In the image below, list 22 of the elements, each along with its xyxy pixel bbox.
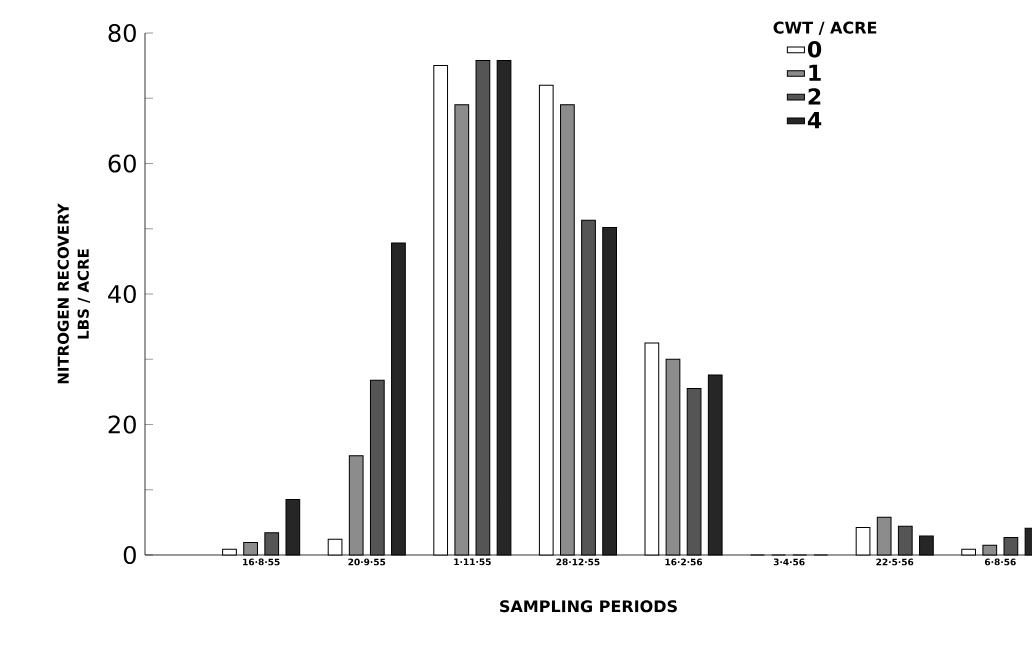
y-tick-label: 80 bbox=[108, 23, 136, 43]
bar bbox=[391, 243, 406, 555]
bar bbox=[602, 227, 617, 555]
x-tick-label: 3·4·56 bbox=[773, 558, 805, 566]
y-tick-label: 60 bbox=[108, 154, 136, 173]
x-tick-label: 16·8·55 bbox=[243, 558, 280, 566]
legend-label: 1 bbox=[809, 64, 821, 81]
y-axis-title: NITROGEN RECOVERY LBS / ACRE bbox=[57, 203, 91, 384]
legend-label: 2 bbox=[808, 88, 821, 105]
y-tick-label: 0 bbox=[123, 545, 136, 565]
x-tick-label: 1·11·55 bbox=[454, 558, 491, 566]
x-axis-title: SAMPLING PERIODS bbox=[500, 600, 677, 613]
x-tick-label: 20·9·55 bbox=[348, 558, 386, 566]
x-tick-label: 22·5·56 bbox=[876, 558, 914, 566]
x-tick-label: 16·2·56 bbox=[665, 558, 703, 566]
legend-label: 0 bbox=[807, 40, 822, 58]
legend-title: CWT / ACRE bbox=[773, 21, 877, 35]
x-tick-label: 6·8·56 bbox=[984, 558, 1016, 566]
y-tick-label: 40 bbox=[108, 284, 136, 304]
legend-label: 4 bbox=[807, 112, 822, 129]
x-tick-label: 28·12·55 bbox=[556, 558, 600, 566]
y-tick-label: 20 bbox=[108, 415, 136, 434]
